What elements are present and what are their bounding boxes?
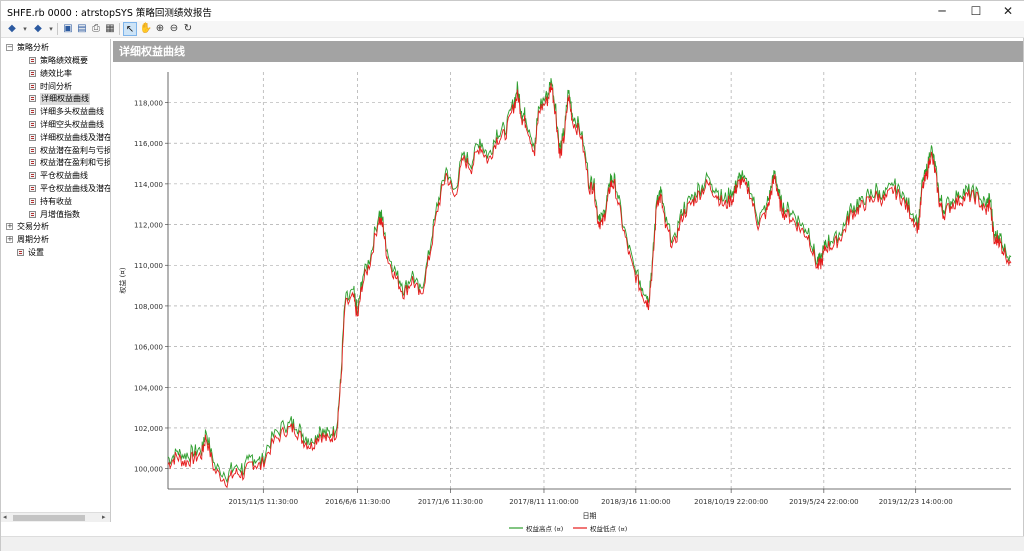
- expander-icon[interactable]: −: [6, 43, 13, 51]
- back-icon[interactable]: ◆: [8, 23, 16, 34]
- tree-section-label[interactable]: 交易分析: [17, 222, 49, 232]
- expander-icon[interactable]: +: [6, 235, 13, 244]
- y-axis-label: 权益 (¤): [118, 267, 127, 293]
- y-tick-label: 102,000: [134, 425, 163, 433]
- y-tick-label: 112,000: [134, 222, 163, 230]
- tree-item-settings[interactable]: 设置: [28, 248, 44, 258]
- toolbar-separator: [119, 23, 120, 35]
- scrollbar-thumb[interactable]: [13, 515, 85, 521]
- x-tick-label: 2016/6/6 11:30:00: [325, 498, 390, 506]
- report-page-icon: [29, 57, 36, 64]
- report-page-icon: [29, 146, 36, 154]
- zoom-out-icon[interactable]: ⊖: [169, 23, 179, 34]
- forward-icon[interactable]: ◆: [34, 23, 42, 34]
- y-tick-label: 106,000: [134, 344, 163, 352]
- save-icon[interactable]: ▣: [63, 23, 73, 34]
- tree-horizontal-scrollbar[interactable]: ◂ ▸: [1, 512, 110, 522]
- settings-icon: [17, 249, 24, 257]
- tree-item[interactable]: 权益潜在盈利和亏损: [40, 158, 111, 168]
- legend-label-equity-high: 权益高点 (¤): [526, 524, 563, 533]
- tree-item[interactable]: 策略绩效概要: [40, 56, 88, 65]
- report-page-icon: [29, 197, 36, 205]
- report-page-icon: [29, 82, 36, 90]
- tree-item[interactable]: 详细权益曲线: [40, 93, 90, 106]
- close-button[interactable]: ✕: [1002, 4, 1014, 18]
- report-page-icon: [29, 121, 36, 128]
- tree-item[interactable]: 持有收益: [40, 196, 72, 206]
- report-page-icon: [29, 210, 36, 218]
- back-dropdown-icon[interactable]: ▾: [23, 25, 27, 33]
- zoom-in-icon[interactable]: ⊕: [155, 23, 165, 34]
- x-tick-label: 2019/12/23 14:00:00: [879, 498, 953, 506]
- y-tick-label: 100,000: [134, 466, 163, 474]
- expander-icon[interactable]: +: [6, 222, 13, 231]
- report-page-icon: [29, 95, 36, 103]
- minimize-button[interactable]: ─: [938, 4, 946, 18]
- scroll-left-icon[interactable]: ◂: [3, 513, 7, 521]
- scroll-right-icon[interactable]: ▸: [102, 513, 106, 521]
- series-line-equity-low: [167, 82, 1012, 489]
- refresh-icon[interactable]: ↻: [183, 23, 193, 34]
- pointer-icon[interactable]: ↖: [123, 22, 137, 36]
- y-tick-label: 108,000: [134, 303, 163, 311]
- equity-curve-chart: 100,000 102,000 104,000 106,000 108,000 110,0…: [118, 72, 1012, 533]
- tree-item[interactable]: 月增值指数: [40, 209, 80, 219]
- report-page-icon: [29, 172, 36, 180]
- tree-item[interactable]: 详细空头权益曲线: [40, 120, 104, 129]
- x-tick-label: 2015/11/5 11:30:00: [228, 498, 298, 506]
- legend-label-equity-low: 权益低点 (¤): [590, 524, 627, 533]
- tree-item[interactable]: 平仓权益曲线: [40, 171, 88, 181]
- tree-item[interactable]: 详细权益曲线及潜在: [40, 132, 111, 142]
- x-axis-label: 日期: [583, 512, 597, 520]
- y-tick-label: 114,000: [134, 181, 163, 189]
- report-page-icon: [29, 185, 36, 192]
- x-tick-label: 2017/8/11 11:00:00: [509, 498, 579, 506]
- navigation-tree: − 策略分析策略绩效概要 绩效比率时间分析详细权益曲线 详细多头权益曲线 详细空头权益曲…: [1, 39, 111, 522]
- series-line-equity-high: [167, 78, 1012, 484]
- tree-section-label[interactable]: 周期分析: [17, 235, 49, 245]
- toolbar: ◆ ▾ ◆ ▾ ▣ ▤ ⎙ ▦ ↖ ✋ ⊕ ⊖ ↻: [1, 21, 1024, 38]
- print-icon[interactable]: ⎙: [92, 23, 100, 34]
- y-tick-label: 116,000: [134, 140, 163, 148]
- report-page-icon: [29, 159, 36, 167]
- report-panel: 详细权益曲线 100,000 102,000 104,000 106,000 108,0…: [113, 39, 1023, 536]
- pan-hand-icon[interactable]: ✋: [139, 23, 153, 34]
- forward-dropdown-icon[interactable]: ▾: [49, 25, 53, 33]
- status-bar: [1, 536, 1024, 551]
- y-tick-label: 110,000: [134, 262, 163, 270]
- x-tick-label: 2018/10/19 22:00:00: [694, 498, 768, 506]
- x-tick-label: 2017/1/6 11:30:00: [418, 498, 483, 506]
- report-page-icon: [29, 69, 36, 77]
- toolbar-separator: [57, 23, 58, 35]
- copy-icon[interactable]: ▦: [105, 23, 115, 34]
- x-tick-label: 2018/3/16 11:00:00: [601, 498, 671, 506]
- tree-item[interactable]: 平仓权益曲线及潜在: [40, 184, 111, 193]
- x-tick-label: 2019/5/24 22:00:00: [789, 498, 859, 506]
- title-bar: SHFE.rb 0000 : atrstopSYS 策略回测绩效报告 ─ ☐ ✕: [1, 1, 1024, 21]
- tree-item[interactable]: 绩效比率: [40, 68, 72, 78]
- window-title: SHFE.rb 0000 : atrstopSYS 策略回测绩效报告: [7, 8, 212, 19]
- y-tick-label: 118,000: [134, 100, 163, 108]
- tree-item[interactable]: 时间分析: [40, 81, 72, 91]
- tree-item[interactable]: 权益潜在盈利与亏损: [40, 145, 111, 155]
- tree-item[interactable]: 详细多头权益曲线: [40, 107, 104, 117]
- report-page-icon: [29, 108, 36, 116]
- y-tick-label: 104,000: [134, 384, 163, 392]
- report-page-icon: [29, 133, 36, 141]
- maximize-button[interactable]: ☐: [970, 4, 982, 18]
- tree-section-label[interactable]: 策略分析: [17, 43, 49, 52]
- print-preview-icon[interactable]: ▤: [77, 23, 87, 34]
- panel-title: 详细权益曲线: [113, 41, 1023, 62]
